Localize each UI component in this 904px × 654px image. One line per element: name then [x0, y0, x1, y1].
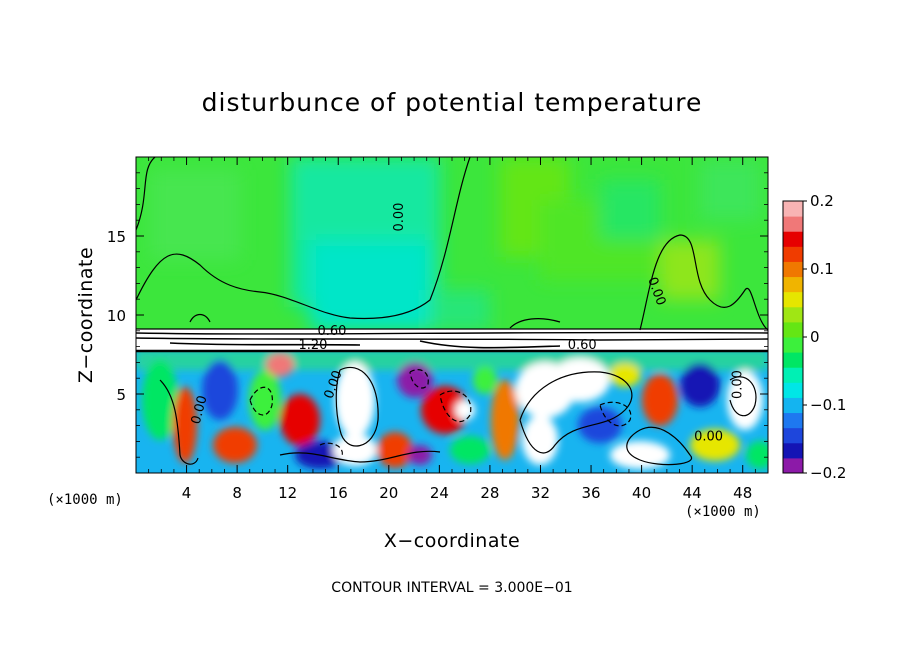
x-axis-label: X−coordinate: [384, 530, 520, 552]
contour-neg-4: [409, 369, 429, 389]
colorbar-swatch: [783, 412, 803, 429]
contour-lower-4: [626, 426, 693, 466]
contour-label: 0.00: [694, 430, 723, 445]
x-tick-label: 4: [182, 484, 192, 502]
contour-label: 0.00: [189, 394, 211, 426]
colorbar-swatch: [783, 457, 803, 474]
colorbar-swatch: [783, 321, 803, 338]
colorbar-swatch: [783, 427, 803, 444]
x-tick-label: 8: [232, 484, 242, 502]
x-tick-label: 36: [581, 484, 600, 502]
x-tick-label: 24: [430, 484, 449, 502]
z-tick-label: 10: [107, 307, 126, 325]
x-tick-label: 12: [278, 484, 297, 502]
colorbar-swatch: [783, 397, 803, 414]
contour-band-1: [136, 331, 768, 335]
upper-field: [136, 157, 768, 329]
contour-lower-2: [335, 366, 379, 447]
contour-lower-5: [279, 450, 441, 463]
contour-label: 0.00: [731, 370, 746, 399]
colorbar-swatch: [783, 337, 803, 353]
z-axis: 5 10 15: [107, 156, 768, 474]
contour-band-3: [169, 342, 361, 346]
contour-neg-5: [319, 442, 343, 457]
contour-neg-2: [439, 390, 472, 423]
colorbar-tick-label: −0.2: [810, 464, 846, 482]
contour-band-2: [136, 337, 768, 341]
x-tick-label: 44: [683, 484, 702, 502]
x-tick-label: 40: [632, 484, 651, 502]
z-unit-label: (×1000 m): [47, 492, 123, 508]
colorbar-swatch: [783, 216, 803, 232]
contour-lower-6: [729, 376, 757, 417]
contour-neg-3: [599, 401, 632, 427]
contour-label: 0.00: [392, 203, 407, 232]
x-unit-label: (×1000 m): [685, 504, 761, 520]
colorbar: 0.2 0.1 0 −0.1 −0.2: [782, 192, 846, 482]
colorbar-swatch: [783, 352, 803, 368]
contour-band-4: [419, 340, 561, 349]
x-tick-label: 20: [379, 484, 398, 502]
colorbar-tick-label: 0: [810, 328, 820, 346]
contour-label: 0.60: [317, 324, 346, 339]
z-tick-label: 15: [107, 228, 126, 246]
x-tick-label: 16: [329, 484, 348, 502]
z-tick-label: 5: [116, 386, 126, 404]
contour-neg-1: [249, 386, 273, 416]
contour-zero-small: [189, 313, 211, 323]
contour-zero-right: [639, 234, 768, 331]
contour-lower-1: [159, 379, 199, 465]
colorbar-swatch: [783, 231, 803, 247]
lower-field: [136, 350, 768, 473]
x-tick-label: 32: [531, 484, 550, 502]
z-axis-label: Z−coordinate: [75, 247, 97, 383]
contour-lower-3: [519, 371, 633, 454]
colorbar-swatch: [783, 261, 803, 278]
heatmap-field: [136, 157, 768, 473]
colorbar-tick-label: 0.1: [810, 260, 834, 278]
colorbar-swatch: [783, 367, 803, 383]
colorbar-swatch: [783, 276, 803, 293]
x-tick-label: 28: [480, 484, 499, 502]
contour-label: 0.60: [568, 338, 597, 353]
chart-title: disturbunce of potential temperature: [202, 88, 703, 117]
colorbar-tick-label: −0.1: [810, 396, 846, 414]
colorbar-swatch: [783, 246, 803, 262]
contour-zero-upper: [136, 157, 471, 320]
contour-zero-mid: [509, 318, 561, 329]
colorbar-swatch: [783, 382, 803, 398]
colorbar-swatch: [783, 442, 803, 459]
contour-label: 1.20: [298, 338, 327, 353]
x-tick-label: 48: [733, 484, 752, 502]
contour-lines: [136, 157, 768, 466]
colorbar-tick-label: 0.2: [810, 192, 834, 210]
colorbar-swatch: [783, 201, 803, 217]
colorbar-swatch: [783, 291, 803, 308]
x-axis: 4 8 12 16 20 24 28 32 36 40 44 48: [135, 157, 769, 502]
colorbar-swatch: [783, 306, 803, 323]
contour-interval-note: CONTOUR INTERVAL = 3.000E−01: [331, 580, 572, 596]
